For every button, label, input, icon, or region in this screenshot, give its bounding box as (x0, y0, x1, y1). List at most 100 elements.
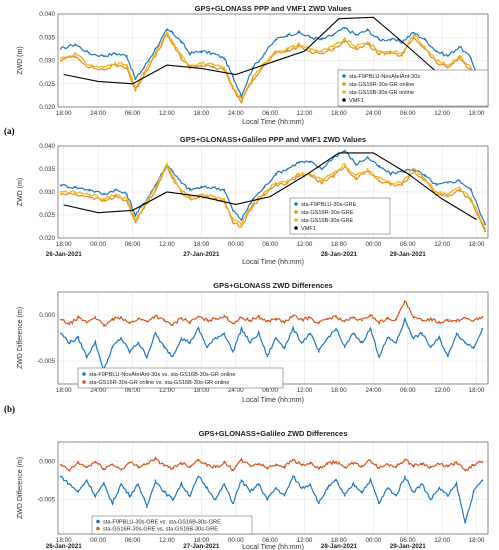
data-point (223, 315, 226, 317)
data-point (360, 341, 363, 344)
data-point (257, 483, 260, 486)
data-point (231, 75, 234, 78)
data-point (134, 221, 137, 223)
data-point (125, 54, 128, 57)
data-point (369, 314, 372, 316)
x-tick-label: 06:00 (125, 537, 141, 544)
data-point (171, 324, 174, 327)
data-point (102, 68, 105, 71)
data-point (335, 461, 337, 463)
data-point (114, 61, 117, 64)
data-point (223, 332, 226, 335)
series-line-2 (60, 456, 483, 473)
data-point (378, 355, 380, 358)
date-label: 29-Jan-2021 (390, 251, 427, 258)
data-point (59, 184, 62, 187)
x-tick-label: 12:00 (159, 537, 175, 544)
y-tick-label: 0.025 (39, 81, 55, 88)
data-point (401, 52, 403, 55)
x-tick-label: 12:00 (297, 537, 313, 544)
data-point (412, 31, 415, 34)
data-point (274, 38, 277, 41)
data-point (154, 457, 157, 460)
data-point (74, 52, 77, 55)
data-point (343, 466, 346, 469)
data-point (197, 458, 200, 461)
data-point (252, 75, 254, 78)
x-tick-label: 18:00 (331, 241, 347, 248)
data-point (472, 346, 475, 349)
data-point (343, 494, 346, 497)
data-point (283, 321, 286, 324)
data-point (252, 202, 254, 205)
data-point (355, 34, 358, 36)
data-point (320, 179, 323, 182)
data-point (137, 483, 140, 486)
date-label: 26-Jan-2021 (46, 543, 83, 550)
data-point (231, 322, 234, 325)
data-point (240, 94, 243, 97)
x-tick-label: 12:00 (297, 387, 313, 394)
data-point (134, 214, 137, 216)
data-point (231, 85, 234, 87)
x-tick-label: 12:00 (434, 110, 450, 117)
legend-entry: sta-F9PBLU-NovAtelAnt-30s (349, 74, 420, 80)
data-point (464, 341, 466, 344)
data-point (412, 464, 415, 467)
data-point (484, 230, 487, 233)
data-point (286, 34, 289, 36)
data-point (286, 47, 289, 50)
data-point (137, 341, 140, 344)
legend-entry: sta-F9PBLU-30s-GRE (301, 202, 357, 208)
data-point (166, 31, 168, 34)
data-point (180, 181, 183, 184)
data-point (343, 165, 346, 168)
data-point (128, 322, 131, 325)
data-point (283, 346, 286, 349)
data-point (114, 188, 117, 191)
y-tick-label: 0.035 (39, 34, 55, 41)
data-point (214, 317, 217, 320)
data-point (200, 64, 203, 67)
legend-entry: VMF1 (301, 226, 316, 232)
data-point (223, 188, 226, 191)
date-label: 29-Jan-2021 (390, 543, 427, 550)
data-point (114, 195, 117, 198)
data-point (366, 41, 369, 43)
series-line-3 (60, 32, 486, 101)
data-point (211, 64, 214, 67)
data-point (309, 332, 312, 335)
date-label: 28-Jan-2021 (321, 251, 358, 258)
data-point (446, 318, 449, 321)
data-point (249, 490, 251, 493)
data-point (297, 172, 300, 175)
data-point (154, 332, 157, 335)
data-point (274, 463, 277, 466)
data-point (211, 186, 214, 189)
x-tick-label: 00:00 (365, 537, 381, 544)
data-point (266, 498, 269, 501)
series-line-4 (63, 152, 477, 221)
data-point (435, 61, 438, 64)
data-point (128, 494, 131, 497)
y-axis-label: ZWD Difference (m) (17, 307, 24, 369)
data-point (438, 321, 441, 324)
legend-marker (96, 519, 100, 524)
data-point (386, 487, 389, 489)
data-point (378, 179, 380, 182)
data-point (352, 316, 355, 319)
data-point (458, 45, 461, 48)
data-point (369, 479, 372, 482)
series-line-1 (60, 474, 483, 525)
data-point (343, 149, 346, 152)
data-point (446, 494, 449, 497)
data-point (343, 346, 346, 349)
data-point (102, 66, 105, 69)
data-point (166, 29, 168, 32)
data-point (469, 200, 472, 203)
data-point (200, 50, 203, 53)
x-tick-label: 18:00 (469, 241, 485, 248)
data-point (429, 346, 432, 349)
data-point (263, 52, 266, 55)
